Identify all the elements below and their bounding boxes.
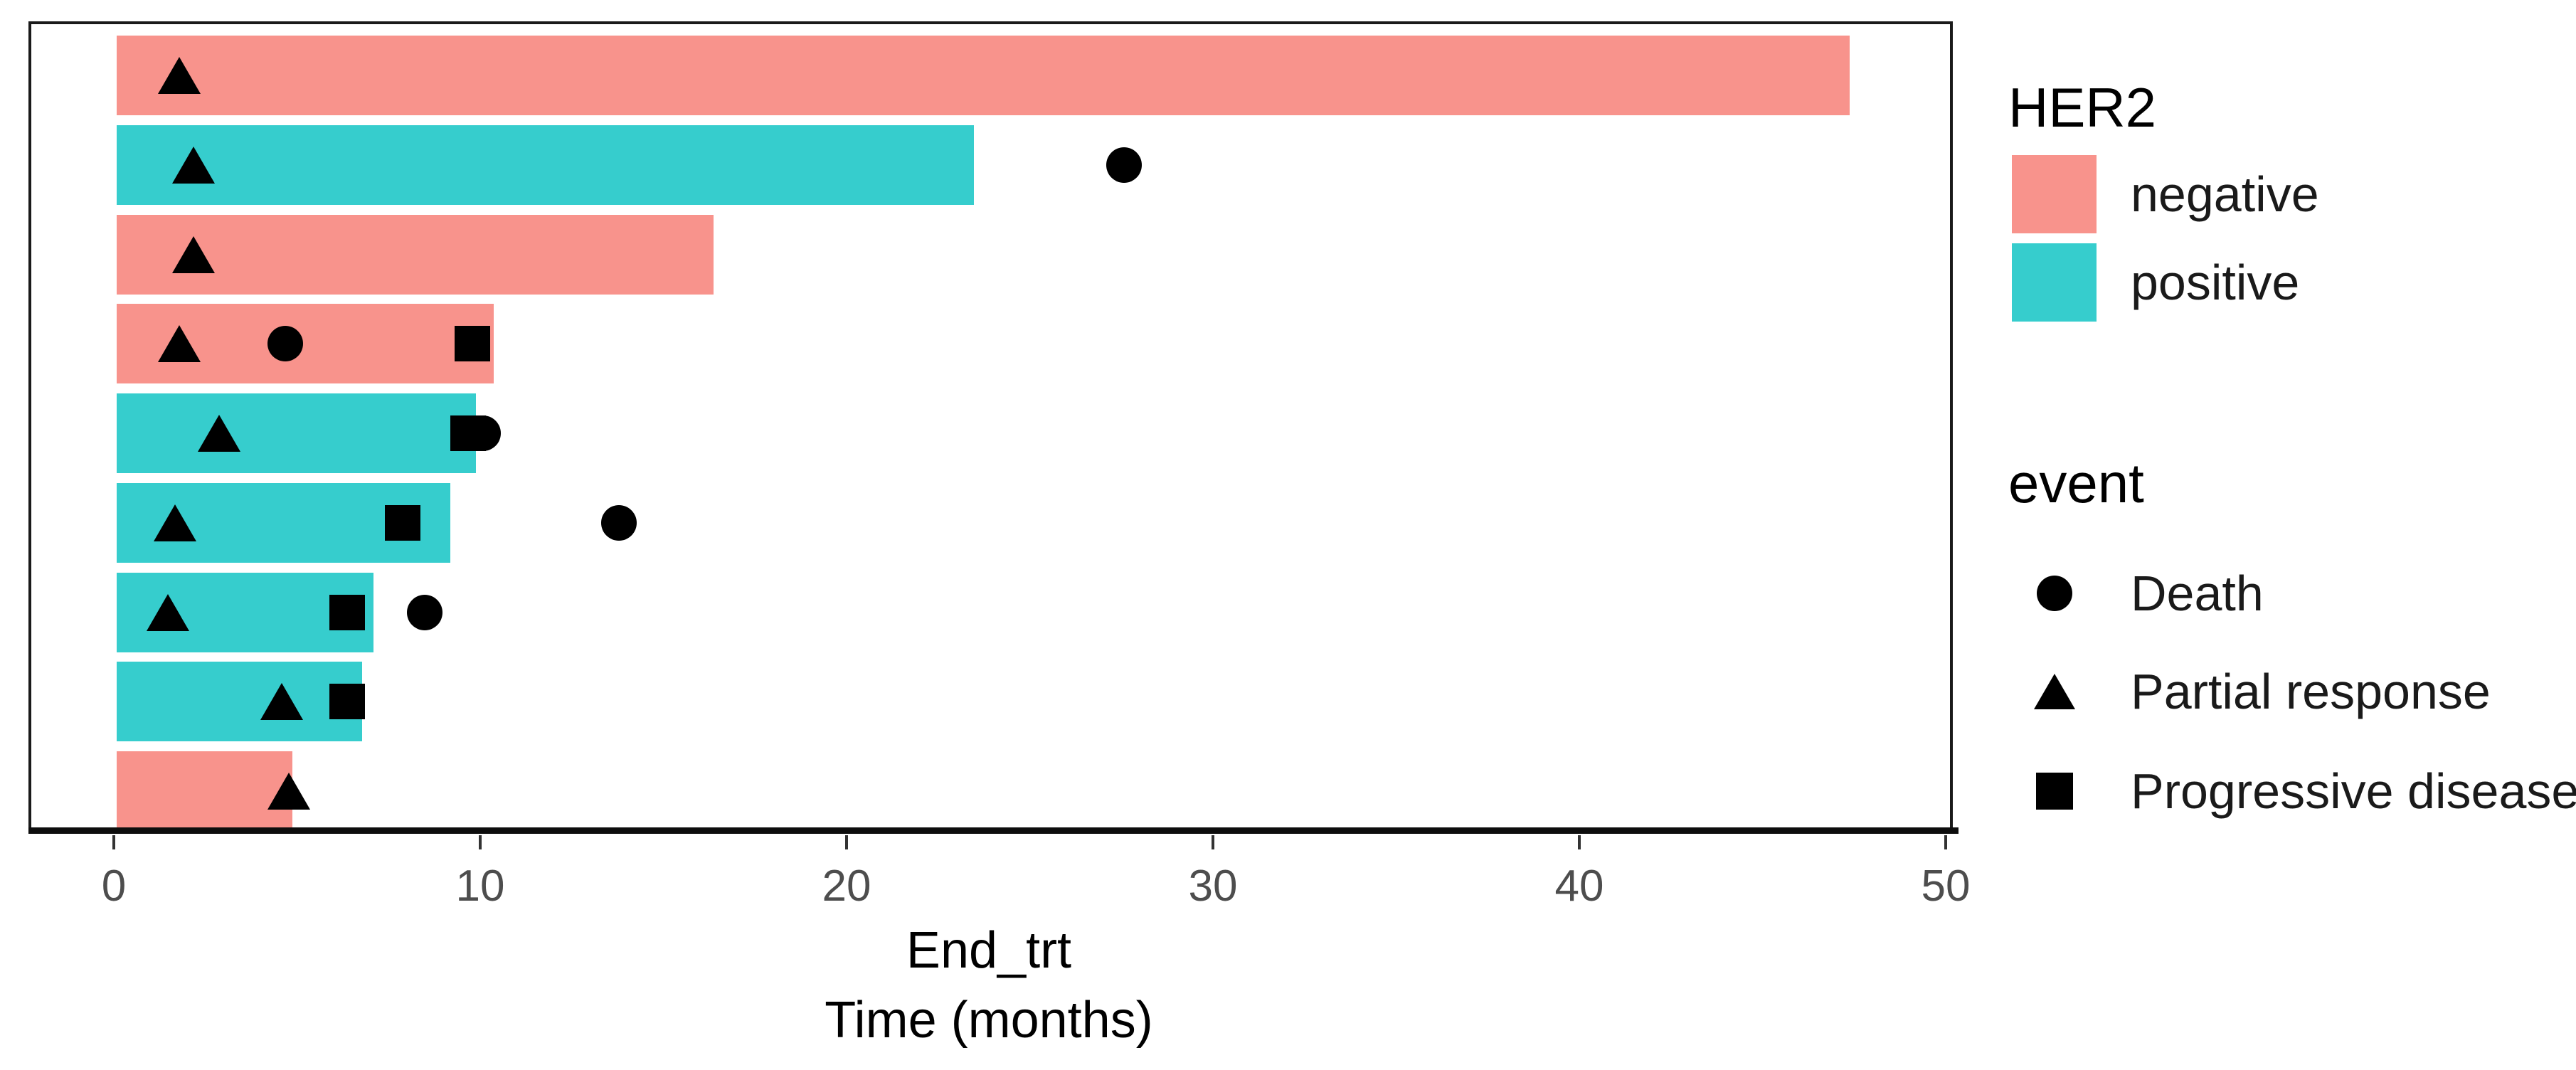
partial-response-triangle-icon: [2012, 674, 2097, 709]
legend-label-positive: positive: [2131, 255, 2300, 310]
event-marker-circle-patient-7: [406, 594, 442, 630]
event-marker-triangle-patient-3: [172, 235, 216, 273]
legend-item-death: Death: [2012, 558, 2264, 629]
x-axis-tick-40: [1578, 835, 1581, 849]
plot-panel: [28, 21, 1958, 834]
legend-item-progressive-disease: Progressive disease: [2012, 756, 2576, 827]
positive-color-swatch: [2012, 243, 2097, 322]
swimmer-bar-patient-1: [117, 36, 1850, 115]
event-marker-circle-patient-6: [600, 504, 637, 541]
x-axis-tick-30: [1212, 835, 1214, 849]
legend-item-her2-negative: negative: [2012, 155, 2319, 233]
legend-item-partial-response: Partial response: [2012, 656, 2491, 727]
event-marker-triangle-patient-4: [157, 325, 201, 363]
event-marker-triangle-patient-7: [147, 593, 190, 631]
event-marker-triangle-patient-1: [157, 57, 201, 94]
legend-event-title: event: [2008, 452, 2144, 514]
x-axis-tick-20: [845, 835, 848, 849]
swimmer-bar-patient-5: [117, 393, 476, 473]
x-axis-tick-10: [479, 835, 482, 849]
event-marker-circle-patient-4: [267, 326, 303, 362]
event-marker-square-patient-4: [454, 326, 490, 362]
x-axis-tick-label-40: 40: [1554, 862, 1604, 911]
x-axis-tick-50: [1944, 835, 1947, 849]
event-marker-triangle-patient-8: [260, 683, 303, 721]
x-axis-line: [28, 827, 1958, 834]
swimmer-bar-patient-3: [117, 214, 714, 295]
event-marker-triangle-patient-2: [172, 146, 216, 184]
x-axis-title-time-months: Time (months): [825, 992, 1153, 1049]
event-marker-square-patient-7: [329, 594, 366, 630]
legend-key-negative: [2012, 155, 2097, 233]
swimmer-bar-patient-9: [117, 751, 293, 831]
event-marker-square-patient-8: [329, 684, 366, 720]
event-marker-triangle-patient-5: [198, 415, 241, 452]
legend-label-death: Death: [2131, 566, 2264, 621]
legend-item-her2-positive: positive: [2012, 243, 2299, 322]
x-axis-tick-label-0: 0: [101, 862, 127, 911]
legend-label-progressive-disease: Progressive disease: [2131, 763, 2576, 819]
x-axis-tick-label-50: 50: [1921, 862, 1971, 911]
x-axis-tick-label-10: 10: [455, 862, 505, 911]
swimmer-bar-patient-8: [117, 662, 363, 742]
progressive-disease-square-icon: [2012, 773, 2097, 810]
legend-key-positive: [2012, 243, 2097, 322]
legend-label-negative: negative: [2131, 166, 2319, 222]
legend-her2-title: HER2: [2008, 76, 2157, 139]
event-marker-square-patient-6: [384, 504, 420, 541]
death-circle-icon: [2012, 576, 2097, 611]
x-axis-tick-label-20: 20: [822, 862, 871, 911]
swimmer-bar-patient-2: [117, 125, 975, 205]
x-axis-tick-0: [112, 835, 115, 849]
legend-label-partial-response: Partial response: [2131, 664, 2491, 719]
event-marker-triangle-patient-9: [267, 773, 311, 810]
negative-color-swatch: [2012, 155, 2097, 233]
x-axis-tick-label-30: 30: [1188, 862, 1238, 911]
x-axis-title-end-trt: End_trt: [906, 922, 1072, 979]
event-marker-triangle-patient-6: [154, 504, 197, 541]
event-marker-circle-patient-2: [1106, 147, 1143, 183]
event-marker-circle-patient-5: [465, 415, 501, 451]
